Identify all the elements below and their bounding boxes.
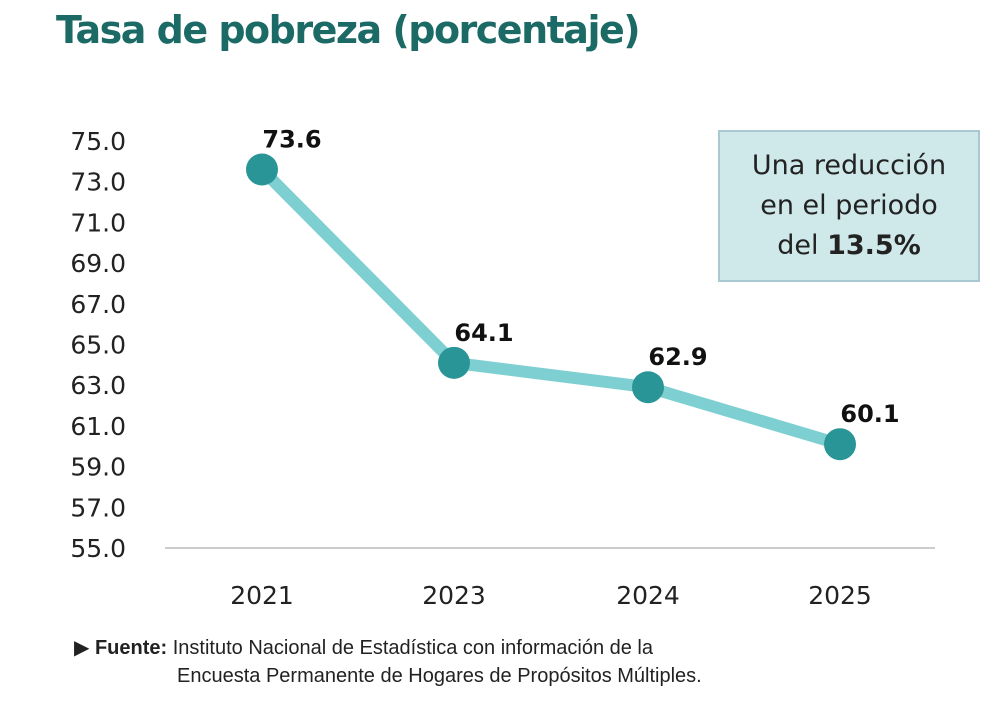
x-tick-label: 2024 [616,581,680,610]
data-point [632,371,664,404]
y-tick-label: 69.0 [70,249,126,278]
y-tick-label: 65.0 [70,331,126,360]
source-line1: Instituto Nacional de Estadística con in… [172,637,653,659]
x-tick-label: 2021 [230,581,294,610]
y-tick-label: 71.0 [70,208,126,237]
y-tick-label: 57.0 [70,493,126,522]
y-tick-label: 75.0 [70,127,126,156]
y-tick-label: 61.0 [70,412,126,441]
data-label: 73.6 [262,125,321,153]
data-label: 64.1 [454,319,513,347]
series-line: 73.6 64.1 62.9 60.1 [246,125,900,461]
y-tick-label: 63.0 [70,371,126,400]
annotation-line2: en el periodo [760,190,938,221]
annotation-prefix: del [777,230,819,261]
x-tick-label: 2025 [808,581,872,610]
x-tick-label: 2023 [422,581,486,610]
data-point [824,428,856,461]
triangle-icon: ▶ [74,637,90,659]
source-note: ▶ Fuente: Instituto Nacional de Estadíst… [74,634,702,690]
source-line2: Encuesta Permanente de Hogares de Propós… [177,665,702,687]
data-point [246,153,278,186]
y-tick-label: 67.0 [70,290,126,319]
annotation-line1: Una reducción [751,150,947,181]
x-axis: 2021 2023 2024 2025 [230,581,872,610]
annotation-box: Una reducción en el periodo del 13.5% [718,130,980,282]
annotation-value: 13.5% [827,230,921,261]
data-label: 60.1 [840,400,899,428]
source-label: Fuente: [94,637,168,659]
y-tick-label: 73.0 [70,168,126,197]
data-point [438,346,470,379]
chart-title: Tasa de pobreza (porcentaje) [56,8,641,52]
y-tick-label: 55.0 [70,534,126,563]
y-tick-label: 59.0 [70,453,126,482]
data-label: 62.9 [648,343,707,371]
y-axis: 55.0 57.0 59.0 61.0 63.0 65.0 67.0 69.0 71.0 73.0… [70,127,126,563]
series-path [257,165,842,450]
